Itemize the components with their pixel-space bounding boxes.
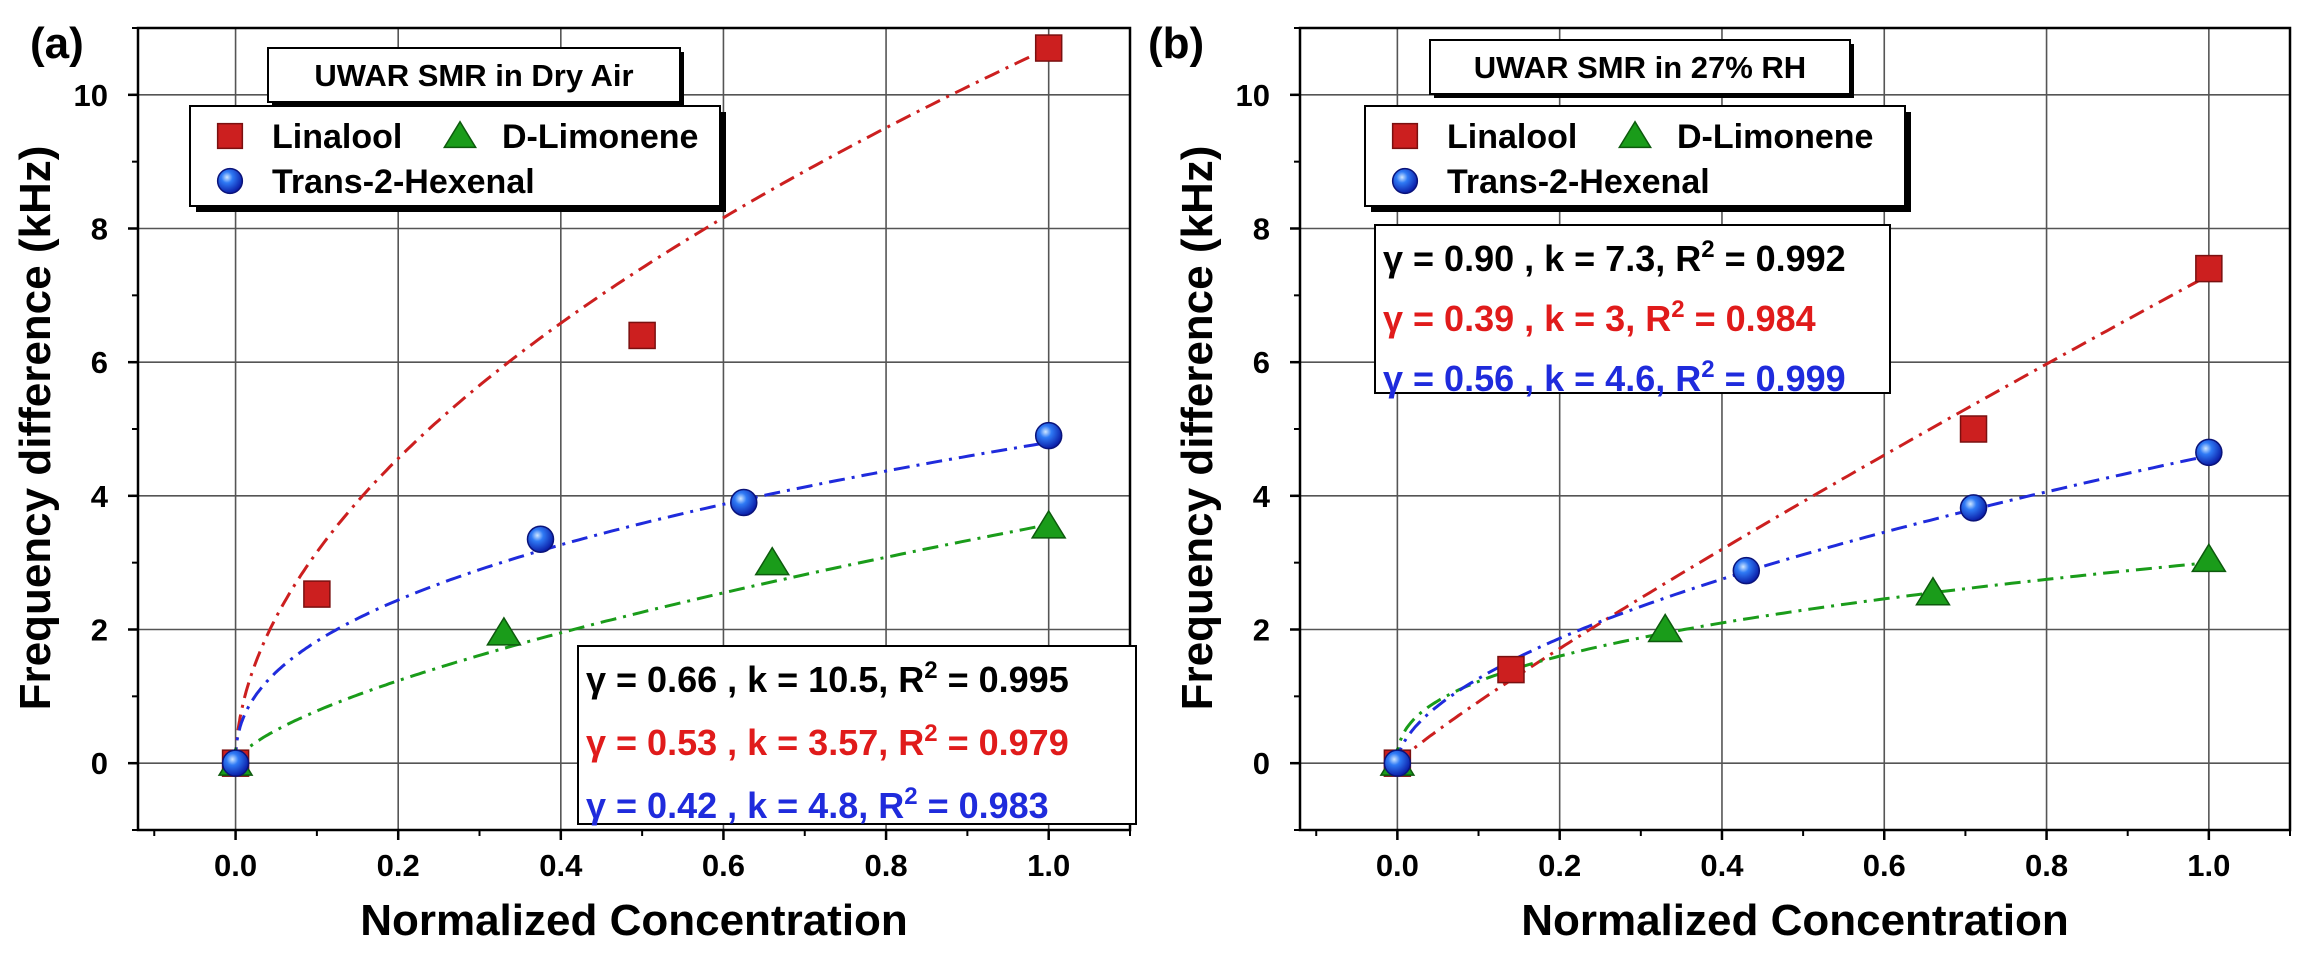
legend-label: Trans-2-Hexenal bbox=[272, 163, 535, 201]
y-tick-label: 0 bbox=[91, 746, 108, 781]
legend-marker-d-limonene bbox=[442, 120, 478, 149]
fit-curve-linalool bbox=[234, 46, 1050, 764]
fit-params-label: γ = 0.66 , k = 10.5, R2 = 0.995 bbox=[586, 657, 1069, 700]
x-tick-label: 0.0 bbox=[214, 848, 257, 883]
fit-curve-d-limonene bbox=[1395, 561, 2210, 764]
legend-marker-trans-2-hexenal bbox=[1391, 167, 1419, 195]
data-point-linalool bbox=[2195, 254, 2223, 283]
legend-marker-linalool bbox=[1391, 122, 1419, 150]
legend-label: D-Limonene bbox=[1677, 118, 1873, 156]
fit-params-label: γ = 0.42 , k = 4.8, R2 = 0.983 bbox=[586, 783, 1049, 826]
fit-params-box bbox=[1374, 224, 1891, 394]
data-point-linalool bbox=[1034, 34, 1063, 62]
data-point-trans-2-hexenal bbox=[730, 488, 758, 517]
x-tick-label: 0.2 bbox=[377, 848, 420, 883]
fit-params-label: γ = 0.53 , k = 3.57, R2 = 0.979 bbox=[586, 720, 1069, 763]
data-point-linalool bbox=[628, 321, 656, 350]
chart-title: UWAR SMR in Dry Air bbox=[314, 58, 633, 93]
title-box bbox=[1429, 39, 1851, 95]
y-tick-label: 0 bbox=[1253, 746, 1270, 781]
y-axis-label: Frequency difference (kHz) bbox=[1173, 146, 1222, 711]
data-point-trans-2-hexenal bbox=[1732, 556, 1761, 585]
y-tick-label: 10 bbox=[1236, 78, 1270, 113]
data-point-d-limonene bbox=[1030, 509, 1067, 539]
legend-box bbox=[189, 105, 721, 207]
data-point-linalool bbox=[303, 580, 331, 608]
y-tick-label: 4 bbox=[1253, 479, 1271, 514]
y-tick-label: 10 bbox=[74, 78, 108, 113]
fit-params-label: γ = 0.90 , k = 7.3, R2 = 0.992 bbox=[1383, 236, 1846, 279]
data-point-d-limonene bbox=[1915, 576, 1951, 606]
x-tick-label: 1.0 bbox=[1027, 848, 1070, 883]
x-axis-label: Normalized Concentration bbox=[360, 896, 908, 945]
data-point-d-limonene bbox=[754, 546, 791, 576]
data-point-d-limonene bbox=[2191, 542, 2227, 573]
panel-label: (b) bbox=[1148, 19, 1204, 68]
y-tick-label: 6 bbox=[91, 345, 108, 380]
fit-params-box bbox=[577, 645, 1137, 825]
chart-panel-b: 0.0 0.2 0.4 0.6 0.8 1.0 0 2 4 6 8 10 Normalized Conc… bbox=[1148, 19, 2292, 945]
chart-panel-a: 0.0 0.2 0.4 0.6 0.8 1.0 0 2 4 6 8 10 Normalized Conc… bbox=[11, 19, 1137, 945]
data-point-trans-2-hexenal bbox=[1383, 749, 1412, 777]
data-point-linalool bbox=[1959, 415, 1988, 443]
data-point-trans-2-hexenal bbox=[221, 749, 250, 777]
legend-marker-d-limonene bbox=[1617, 120, 1653, 149]
x-tick-label: 1.0 bbox=[2187, 848, 2230, 883]
x-tick-label: 0.4 bbox=[539, 848, 583, 883]
data-point-trans-2-hexenal bbox=[1959, 494, 1988, 522]
chart-title: UWAR SMR in 27% RH bbox=[1474, 50, 1806, 85]
y-tick-label: 8 bbox=[91, 212, 108, 247]
fit-params-label: γ = 0.39 , k = 3, R2 = 0.984 bbox=[1383, 296, 1816, 339]
y-tick-label: 2 bbox=[1253, 613, 1270, 648]
x-axis-label: Normalized Concentration bbox=[1521, 896, 2069, 945]
y-axis-label: Frequency difference (kHz) bbox=[11, 146, 60, 711]
x-tick-label: 0.6 bbox=[702, 848, 745, 883]
data-point-trans-2-hexenal bbox=[2195, 438, 2223, 467]
legend-marker-linalool bbox=[216, 122, 244, 150]
legend-label: Linalool bbox=[1447, 118, 1577, 156]
legend-label: Trans-2-Hexenal bbox=[1447, 163, 1710, 201]
x-tick-label: 0.8 bbox=[2025, 848, 2068, 883]
legend-label: Linalool bbox=[272, 118, 402, 156]
data-point-trans-2-hexenal bbox=[1034, 421, 1063, 450]
fit-curve-trans-2-hexenal bbox=[1395, 454, 2210, 764]
title-box bbox=[267, 47, 681, 103]
y-tick-label: 6 bbox=[1253, 345, 1270, 380]
data-point-d-limonene bbox=[486, 616, 522, 646]
y-tick-label: 4 bbox=[91, 479, 109, 514]
panel-label: (a) bbox=[30, 19, 84, 68]
legend-label: D-Limonene bbox=[502, 118, 698, 156]
x-tick-label: 0.8 bbox=[865, 848, 908, 883]
x-tick-label: 0.2 bbox=[1538, 848, 1581, 883]
data-point-linalool bbox=[1497, 655, 1525, 684]
x-tick-label: 0.4 bbox=[1700, 848, 1744, 883]
fit-params-label: γ = 0.56 , k = 4.6, R2 = 0.999 bbox=[1383, 356, 1846, 399]
fit-curve-trans-2-hexenal bbox=[234, 440, 1049, 764]
data-point-trans-2-hexenal bbox=[526, 525, 555, 554]
fit-curve-d-limonene bbox=[234, 523, 1049, 764]
data-point-d-limonene bbox=[1647, 613, 1684, 643]
x-tick-label: 0.6 bbox=[1863, 848, 1906, 883]
legend-marker-trans-2-hexenal bbox=[216, 167, 244, 195]
y-tick-label: 8 bbox=[1253, 212, 1270, 247]
y-tick-label: 2 bbox=[91, 613, 108, 648]
x-tick-label: 0.0 bbox=[1376, 848, 1419, 883]
